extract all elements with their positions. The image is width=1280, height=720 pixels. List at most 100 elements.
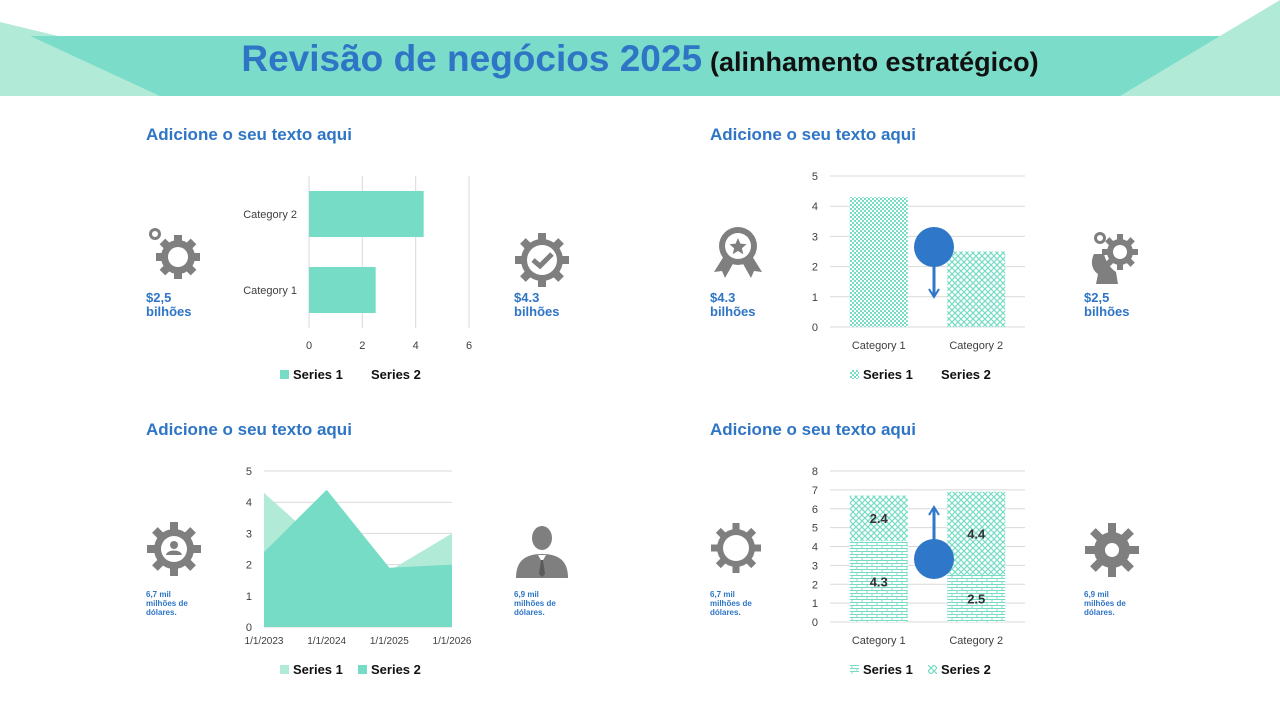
chart-4-stacked-column: 0 1 2 3 4 5 6 7 8 4.3 2.4 Category 1 2.5 4.4 Category … [812,466,1025,677]
category-label: Category 1 [852,635,906,647]
y-tick-label: 5 [246,466,252,478]
x-tick-label: 1/1/2024 [307,636,346,647]
banner-right-corner [1120,0,1280,96]
cog-icon [1085,523,1139,577]
legend-swatch [280,370,289,379]
pin-marker-icon [914,227,954,299]
stat-unit: bilhões [514,304,560,319]
quadrant-2-right-stat: $2,5 bilhões [1084,291,1164,319]
legend-label: Series 1 [863,367,913,382]
data-label: 4.4 [967,526,986,541]
stat-unit: dólares. [146,608,177,617]
y-tick-label: 3 [246,528,252,540]
quadrant-1-heading: Adicione o seu texto aqui [146,125,352,144]
category-label: Category 1 [852,340,906,352]
legend-swatch [358,665,367,674]
bar-segment [849,540,908,622]
data-label: 2.5 [967,591,985,606]
pin-head [914,539,954,579]
page-title-subtitle: (alinhamento estratégico) [710,47,1039,77]
stat-unit: bilhões [710,304,756,319]
y-tick-label: 5 [812,523,818,535]
ring-gear-icon [711,523,761,573]
y-tick-label: 3 [812,560,818,572]
legend-swatch [928,665,937,674]
bar-segment [947,491,1006,575]
stat-value: $4.3 [514,290,540,305]
award-ribbon-icon [714,227,762,278]
y-tick-label: 4 [246,497,252,509]
legend-label: Series 2 [371,367,421,382]
bar [309,267,376,313]
chart-legend: Series 1 Series 2 [850,662,991,677]
legend-swatch [850,665,859,674]
chart-legend: Series 1 Series 2 [850,367,991,382]
y-tick-label: 3 [812,231,818,243]
quadrant-2-left-stat: $4.3 bilhões [710,291,790,319]
x-tick-label: 6 [466,340,472,352]
y-tick-label: 0 [812,617,818,629]
quadrant-1-left-stat: $2,5 bilhões [146,291,226,319]
y-tick-label: 4 [812,201,818,213]
legend-label: Series 2 [941,367,991,382]
bar [309,191,424,237]
y-tick-label: 5 [812,171,818,183]
y-tick-label: 7 [812,485,818,497]
head-gears-icon [1091,232,1138,284]
chart-1-horizontal-bar: 0 2 4 6 Category 1 Category 2 Series 1 Series 2 [243,176,472,382]
legend-label: Series 2 [371,662,421,677]
quadrant-4-heading: Adicione o seu texto aqui [710,420,916,439]
pin-arrowhead [928,505,940,516]
stat-value: $2,5 [146,290,172,305]
stat-unit: milhões de [1084,599,1126,608]
category-label: Category 2 [243,209,297,221]
quadrant-1-right-stat: $4.3 bilhões [514,291,594,319]
quadrant-4-left-stat: 6,7 mil milhões de dólares. [710,590,770,617]
y-tick-label: 2 [246,560,252,572]
pin-arrowhead [928,288,940,299]
y-tick-label: 0 [246,622,252,634]
stat-unit: milhões de [146,599,188,608]
stat-value: 6,7 mil [710,590,735,599]
bar-segment [849,495,908,541]
stat-unit: milhões de [710,599,752,608]
y-tick-label: 8 [812,466,818,478]
legend-swatch [850,370,859,379]
stat-unit: bilhões [1084,304,1130,319]
y-tick-label: 1 [812,598,818,610]
stat-value: $2,5 [1084,290,1110,305]
gear-checkmark-icon [515,233,569,287]
y-tick-label: 4 [812,542,818,554]
stat-value: $4.3 [710,290,736,305]
legend-label: Series 1 [293,662,343,677]
legend-label: Series 2 [941,662,991,677]
y-tick-label: 0 [812,322,818,334]
stat-unit: dólares. [710,608,741,617]
gear-user-icon [147,522,201,576]
bar-segment [947,574,1006,622]
banner-band [0,36,1280,96]
x-tick-label: 1/1/2025 [370,636,409,647]
quadrant-3-right-stat: 6,9 mil milhões de dólares. [514,590,574,617]
chart-3-area: 0 1 2 3 4 5 1/1/2023 1/1/2024 1/1/2025 1/1/2026 Se… [245,466,472,677]
gear-with-small-gear-icon [149,228,200,279]
legend-label: Series 1 [863,662,913,677]
chart-legend: Series 1 Series 2 [280,662,421,677]
y-tick-label: 1 [812,292,818,304]
stat-unit: milhões de [514,599,556,608]
x-tick-label: 2 [359,340,365,352]
y-tick-label: 6 [812,504,818,516]
page-title-main: Revisão de negócios 2025 [241,38,703,79]
data-label: 2.4 [870,511,889,526]
stat-unit: dólares. [514,608,545,617]
bar [849,197,908,327]
quadrant-2-heading: Adicione o seu texto aqui [710,125,916,144]
area-series [264,489,452,627]
quadrant-3-heading: Adicione o seu texto aqui [146,420,352,439]
chart-legend: Series 1 Series 2 [280,367,421,382]
quadrant-3-left-stat: 6,7 mil milhões de dólares. [146,590,206,617]
x-tick-label: 0 [306,340,312,352]
legend-swatch [280,665,289,674]
x-tick-label: 1/1/2023 [245,636,284,647]
